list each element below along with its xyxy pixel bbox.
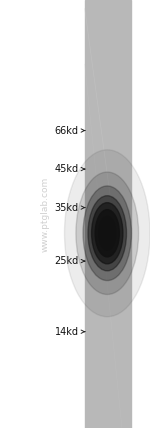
Ellipse shape <box>99 217 116 250</box>
Text: 14kd: 14kd <box>55 327 79 337</box>
Text: 45kd: 45kd <box>55 164 79 174</box>
Text: 66kd: 66kd <box>55 125 79 136</box>
Ellipse shape <box>83 186 131 281</box>
Text: 35kd: 35kd <box>55 202 79 213</box>
Ellipse shape <box>92 203 123 264</box>
Bar <box>85 0 131 428</box>
Ellipse shape <box>88 196 126 271</box>
Text: www.ptglab.com: www.ptglab.com <box>40 176 50 252</box>
Ellipse shape <box>76 172 139 294</box>
Ellipse shape <box>64 150 150 317</box>
Ellipse shape <box>95 210 119 257</box>
Text: 25kd: 25kd <box>54 256 79 266</box>
